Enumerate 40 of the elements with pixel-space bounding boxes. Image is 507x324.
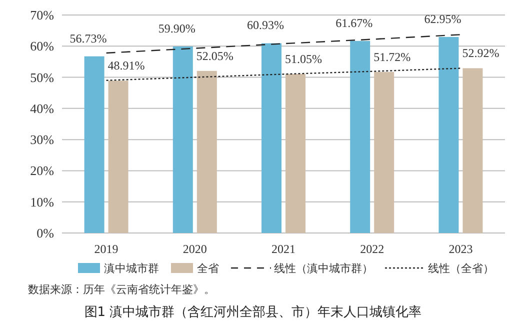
bar — [438, 36, 459, 233]
data-label: 52.05% — [196, 48, 234, 63]
bar — [108, 80, 128, 233]
data-label: 61.67% — [336, 16, 373, 30]
source-note: 数据来源：历年《云南省统计年鉴》。 — [28, 283, 215, 296]
x-tick-label: 2023 — [448, 242, 473, 256]
y-tick-label: 70% — [30, 8, 54, 22]
legend-label: 全省 — [197, 262, 219, 275]
y-tick-label: 10% — [30, 194, 54, 210]
y-tick-label: 30% — [30, 132, 54, 148]
data-label: 56.73% — [70, 31, 107, 46]
x-tick-label: 2019 — [94, 242, 118, 256]
y-tick-label: 40% — [30, 100, 54, 116]
legend-label: 线性（全省） — [428, 262, 494, 275]
bar — [286, 74, 306, 233]
x-tick-label: 2022 — [360, 242, 384, 256]
legend-label: 线性（滇中城市群） — [274, 262, 373, 275]
x-tick-label: 2020 — [182, 242, 207, 256]
data-label: 48.91% — [108, 58, 145, 73]
data-label: 59.90% — [158, 21, 196, 36]
bar — [172, 46, 193, 233]
bar — [196, 70, 217, 233]
data-label: 52.92% — [462, 46, 500, 60]
bar — [350, 40, 370, 233]
x-tick-label: 2021 — [272, 242, 296, 256]
y-tick-label: 60% — [30, 38, 54, 54]
bar — [84, 56, 104, 233]
text: 图1 滇中城市群（含红河州全部县、市）年末人口城镇化率 — [84, 304, 422, 320]
y-tick-label: 0% — [36, 226, 54, 240]
legend-label: 滇中城市群 — [104, 262, 159, 275]
bar — [462, 68, 483, 233]
y-tick-label: 50% — [30, 70, 54, 85]
y-tick-label: 20% — [30, 163, 54, 178]
data-label: 51.72% — [374, 50, 411, 64]
data-label: 51.05% — [285, 52, 322, 66]
data-label: 62.95% — [424, 12, 462, 26]
line-series — [106, 34, 462, 54]
bar — [262, 43, 282, 233]
bar — [374, 72, 394, 233]
data-label: 60.93% — [247, 18, 284, 32]
